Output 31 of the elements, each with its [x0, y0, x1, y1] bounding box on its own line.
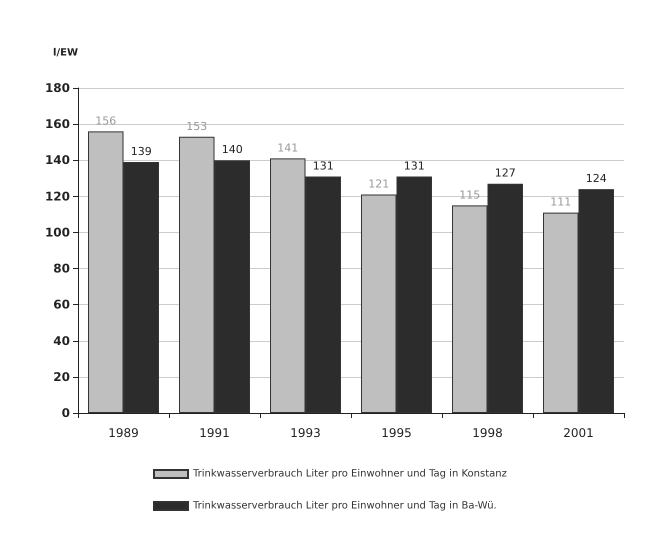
x-tick-label: 2001: [563, 426, 594, 440]
y-tick-label: 180: [44, 81, 70, 95]
y-tick-label: 80: [53, 262, 70, 276]
data-label: 153: [186, 120, 208, 133]
y-tick-label: 20: [53, 370, 70, 384]
x-tick-label: 1993: [290, 426, 321, 440]
data-label: 127: [494, 166, 516, 180]
data-label: 156: [95, 114, 116, 128]
data-label: 131: [404, 159, 425, 172]
data-label: 124: [586, 172, 607, 186]
y-tick-label: 60: [53, 298, 70, 312]
x-tick-label: 1989: [108, 426, 139, 440]
x-tick-label: 1998: [472, 426, 503, 440]
legend-label: Trinkwasserverbrauch Liter pro Einwohner und Tag in Konstanz: [192, 468, 507, 480]
data-label: 140: [222, 143, 243, 156]
legend-label: Trinkwasserverbrauch Liter pro Einwohner und Tag in Ba-Wü.: [192, 500, 497, 512]
y-tick-label: 120: [44, 189, 70, 204]
data-label: 141: [277, 141, 298, 154]
data-label: 111: [550, 196, 572, 209]
data-label: 131: [312, 159, 334, 172]
y-tick-label: 160: [44, 117, 70, 132]
y-tick-label: 0: [62, 406, 70, 420]
data-label: 121: [368, 178, 390, 191]
y-tick-label: 100: [44, 225, 70, 240]
y-tick-label: 140: [44, 153, 70, 168]
x-tick-label: 1995: [381, 426, 412, 440]
data-label: 115: [459, 188, 480, 202]
y-axis-title: l/EW: [53, 48, 78, 58]
data-label: 139: [130, 145, 152, 158]
y-tick-label: 40: [53, 334, 70, 348]
x-tick-label: 1991: [199, 426, 230, 440]
